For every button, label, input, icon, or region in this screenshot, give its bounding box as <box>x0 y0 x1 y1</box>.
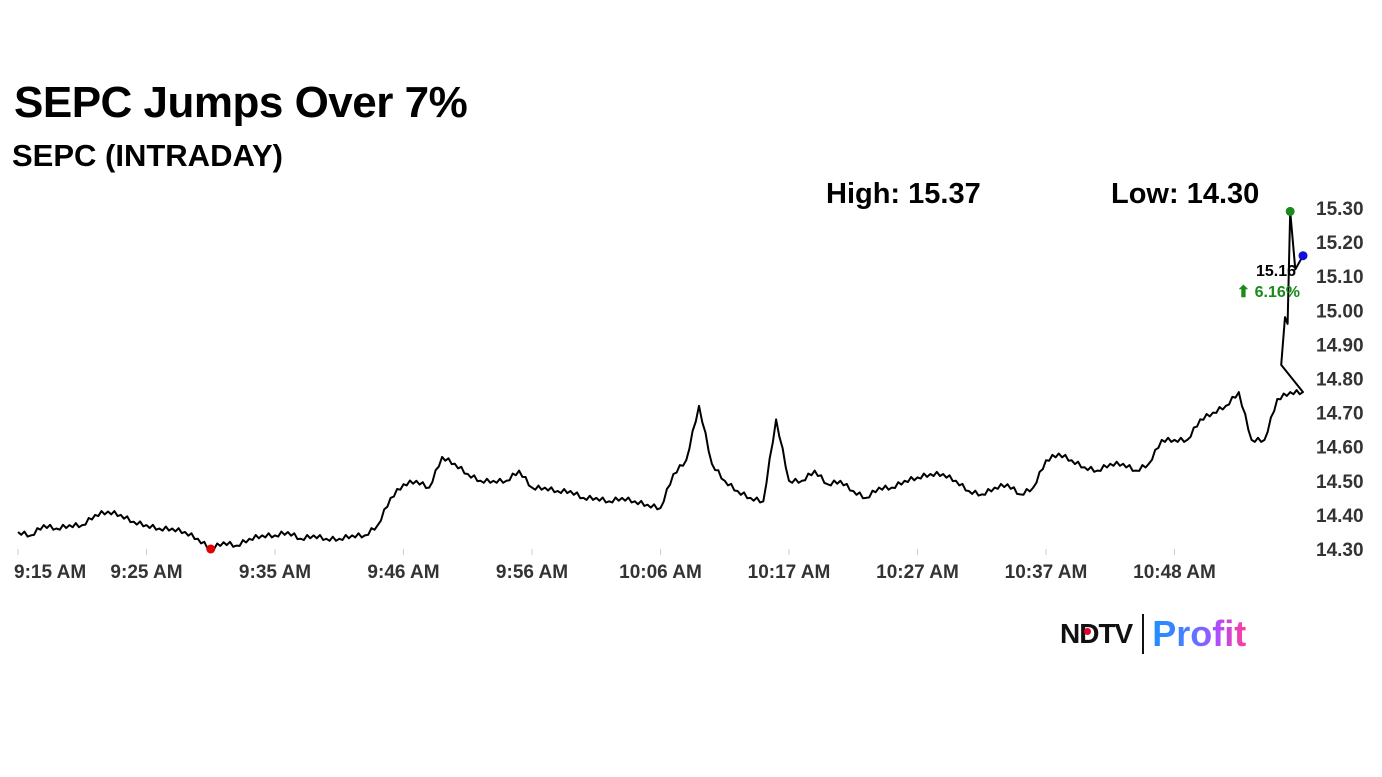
low-label: Low: 14.30 <box>1111 178 1260 210</box>
x-tick-label: 9:56 AM <box>496 562 568 583</box>
y-tick-label: 15.10 <box>1316 267 1364 288</box>
logo-divider <box>1142 614 1145 654</box>
x-tick-label: 10:48 AM <box>1133 562 1216 583</box>
y-tick-label: 14.60 <box>1316 438 1364 459</box>
y-tick-label: 15.30 <box>1316 199 1364 220</box>
logo-profit-text: Profit <box>1152 613 1247 654</box>
y-tick-label: 14.80 <box>1316 370 1364 391</box>
y-axis: 15.30 15.20 15.10 15.00 14.90 14.80 14.70 14.60… <box>1316 199 1364 561</box>
x-tick-label: 9:25 AM <box>110 562 182 583</box>
ndtv-profit-logo: NDTV Profit <box>1060 612 1246 656</box>
y-tick-label: 14.50 <box>1316 472 1364 493</box>
y-tick-label: 14.70 <box>1316 404 1364 425</box>
last-value-label: 15.16 <box>1256 263 1296 280</box>
logo-red-dot <box>1084 628 1091 635</box>
y-tick-label: 14.90 <box>1316 335 1364 356</box>
y-tick-label: 14.30 <box>1316 540 1364 561</box>
x-tick-label: 9:35 AM <box>239 562 311 583</box>
x-tick-label: 10:27 AM <box>876 562 959 583</box>
x-tick-label: 9:15 AM <box>14 562 86 583</box>
y-tick-label: 14.40 <box>1316 506 1364 527</box>
y-tick-label: 15.00 <box>1316 301 1364 322</box>
x-tick-label: 10:37 AM <box>1005 562 1088 583</box>
y-tick-label: 15.20 <box>1316 233 1364 254</box>
low-point-marker <box>206 544 216 554</box>
chart-title: SEPC Jumps Over 7% <box>14 78 468 127</box>
last-point-marker <box>1298 251 1308 261</box>
change-percent-label: ⬆ 6.16% <box>1237 284 1300 301</box>
x-axis: 9:15 AM 9:25 AM 9:35 AM 9:46 AM 9:56 AM 10:06… <box>14 549 1216 583</box>
x-tick-label: 9:46 AM <box>367 562 439 583</box>
high-point-marker <box>1285 206 1295 216</box>
x-tick-label: 10:17 AM <box>748 562 831 583</box>
x-tick-label: 10:06 AM <box>619 562 702 583</box>
logo-ndtv-text: NDTV <box>1060 618 1133 649</box>
price-series-line <box>17 210 1304 551</box>
marker-group <box>206 206 1308 554</box>
chart-subtitle: SEPC (INTRADAY) <box>12 138 283 173</box>
high-label: High: 15.37 <box>826 178 981 210</box>
